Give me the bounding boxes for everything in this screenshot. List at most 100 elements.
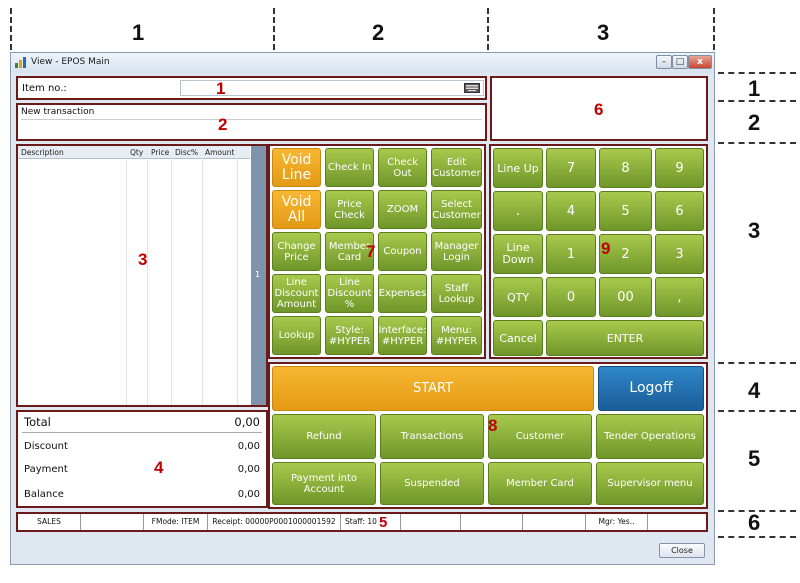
zoom-button[interactable]: ZOOM [378,190,427,229]
region-marker-6: 6 [594,100,604,119]
edit-customer-button[interactable]: Edit Customer [431,148,482,187]
row-label-4: 4 [748,378,761,403]
close-window-button[interactable]: x [688,55,712,69]
check-out-button[interactable]: Check Out [378,148,427,187]
lookup-button[interactable]: Lookup [272,316,321,355]
key-2[interactable]: 2 [599,234,652,274]
column-label-2: 2 [372,20,385,45]
key-00[interactable]: 00 [599,277,652,317]
line-discount-percent-button[interactable]: Line Discount % [325,274,374,313]
region-marker-3: 3 [138,250,148,269]
line-up-button[interactable]: Line Up [493,148,543,188]
keyboard-icon[interactable] [464,83,480,93]
key-comma[interactable]: , [655,277,704,317]
manager-login-button[interactable]: Manager Login [431,232,482,271]
transaction-panel: New transaction 2 [16,103,487,141]
region-marker-4: 4 [154,458,164,477]
menu-button[interactable]: Menu: #HYPER [431,316,482,355]
window-title: View - EPOS Main [31,57,110,67]
balance-row: Balance 0,00 [24,489,260,500]
start-button[interactable]: START [272,366,594,411]
cancel-button[interactable]: Cancel [493,320,543,356]
row-divider [718,362,796,364]
total-value: 0,00 [234,415,260,429]
member-card-action-button[interactable]: Member Card [488,462,592,505]
interface-button[interactable]: Interface: #HYPER [378,316,427,355]
key-5[interactable]: 5 [599,191,652,231]
header-description: Description [21,148,64,157]
key-4[interactable]: 4 [546,191,596,231]
void-line-button[interactable]: Void Line [272,148,321,187]
item-number-label: Item no.: [22,83,67,94]
journal-scrollbar[interactable]: 1 [251,146,266,405]
grid-line [237,158,238,405]
close-button[interactable]: Close [659,543,705,558]
qty-button[interactable]: QTY [493,277,543,317]
column-divider [713,8,715,50]
grid-line [171,158,172,405]
select-customer-button[interactable]: Select Customer [431,190,482,229]
expenses-button[interactable]: Expenses [378,274,427,313]
check-in-button[interactable]: Check In [325,148,374,187]
change-price-button[interactable]: Change Price [272,232,321,271]
status-cell-empty [81,514,144,530]
status-cell-empty [401,514,461,530]
row-label-2: 2 [748,110,761,135]
column-label-3: 3 [597,20,610,45]
grid-line [126,158,127,405]
payment-label: Payment [24,464,68,475]
discount-label: Discount [24,441,68,452]
suspended-button[interactable]: Suspended [380,462,484,505]
app-logo-icon [15,57,26,68]
header-amount: Amount [205,148,235,157]
key-6[interactable]: 6 [655,191,704,231]
key-8[interactable]: 8 [599,148,652,188]
totals-panel: Total 0,00 Discount 0,00 Payment 0,00 Ba… [16,410,268,508]
key-1[interactable]: 1 [546,234,596,274]
enter-button[interactable]: ENTER [546,320,704,356]
logoff-button[interactable]: Logoff [598,366,704,411]
status-staff: Staff: 10 [341,514,401,530]
tender-operations-button[interactable]: Tender Operations [596,414,704,459]
header-price: Price [151,148,170,157]
numpad-panel: Line Up 7 8 9 . 4 5 6 Line Down 1 2 3 QT… [489,144,708,359]
epos-window: View - EPOS Main – □ x Item no.: 1 New t… [10,52,715,565]
row-label-6: 6 [748,510,761,535]
page-indicator: 1 [255,270,261,279]
title-bar: View - EPOS Main – □ x [11,53,714,73]
maximize-button[interactable]: □ [672,55,688,69]
line-discount-amount-button[interactable]: Line Discount Amount [272,274,321,313]
row-divider [718,142,796,144]
transaction-status-text: New transaction [21,107,95,117]
item-number-input[interactable] [180,80,484,96]
totals-divider [22,432,262,433]
refund-button[interactable]: Refund [272,414,376,459]
receipt-journal: Description Qty Price Disc% Amount 1 3 [16,144,268,407]
key-9[interactable]: 9 [655,148,704,188]
row-label-1: 1 [748,76,761,101]
minimize-button[interactable]: – [656,55,672,69]
transactions-button[interactable]: Transactions [380,414,484,459]
key-0[interactable]: 0 [546,277,596,317]
grid-line [147,158,148,405]
row-label-5: 5 [748,446,761,471]
style-button[interactable]: Style: #HYPER [325,316,374,355]
region-marker-2: 2 [218,115,228,134]
member-card-button[interactable]: Member Card [325,232,374,271]
customer-button[interactable]: Customer [488,414,592,459]
supervisor-menu-button[interactable]: Supervisor menu [596,462,704,505]
status-cell-empty [648,514,706,530]
discount-row: Discount 0,00 [24,441,260,452]
line-down-button[interactable]: Line Down [493,234,543,274]
void-all-button[interactable]: Void All [272,190,321,229]
price-check-button[interactable]: Price Check [325,190,374,229]
staff-lookup-button[interactable]: Staff Lookup [431,274,482,313]
key-7[interactable]: 7 [546,148,596,188]
payment-into-account-button[interactable]: Payment into Account [272,462,376,505]
row-label-3: 3 [748,218,761,243]
payment-value: 0,00 [237,464,260,475]
key-3[interactable]: 3 [655,234,704,274]
key-decimal[interactable]: . [493,191,543,231]
status-mode: SALES [18,514,81,530]
coupon-button[interactable]: Coupon [378,232,427,271]
